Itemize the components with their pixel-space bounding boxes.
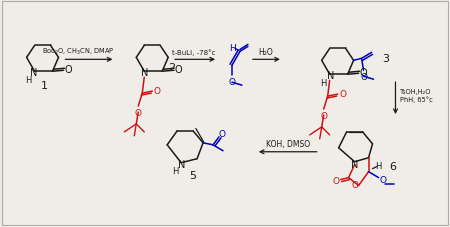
Text: PhH, 65°c: PhH, 65°c (400, 96, 433, 103)
Text: 2: 2 (169, 63, 176, 73)
Text: N: N (30, 68, 37, 78)
Text: O: O (351, 180, 358, 189)
Text: Boc$_2$O, CH$_3$CN, DMAP: Boc$_2$O, CH$_3$CN, DMAP (42, 47, 115, 57)
Text: H: H (172, 166, 178, 175)
Text: 6: 6 (389, 161, 396, 171)
Text: N: N (327, 71, 334, 81)
Text: N: N (351, 159, 358, 169)
Text: H: H (25, 75, 32, 84)
Text: H₂O: H₂O (258, 48, 273, 57)
Text: O: O (320, 111, 327, 121)
Text: 1: 1 (41, 81, 48, 91)
Text: O: O (360, 73, 367, 82)
Text: O: O (65, 65, 72, 75)
Text: O: O (229, 78, 235, 87)
Text: H: H (375, 161, 382, 170)
Text: O: O (135, 109, 142, 118)
Text: O: O (154, 86, 161, 95)
Text: 5: 5 (189, 170, 197, 180)
Text: TsOH,H₂O: TsOH,H₂O (400, 89, 432, 95)
Text: KOH, DMSO: KOH, DMSO (266, 140, 310, 149)
Text: N: N (140, 68, 148, 78)
Text: O: O (332, 176, 339, 185)
Text: 3: 3 (382, 54, 389, 64)
Text: O: O (379, 175, 386, 184)
Text: H: H (230, 44, 236, 53)
Text: O: O (174, 65, 182, 75)
Text: H: H (320, 78, 327, 87)
Text: O: O (360, 68, 367, 78)
Text: N: N (179, 159, 186, 169)
Text: t-BuLi, -78°c: t-BuLi, -78°c (172, 49, 216, 55)
Text: O: O (339, 89, 346, 98)
Text: O: O (219, 130, 225, 139)
